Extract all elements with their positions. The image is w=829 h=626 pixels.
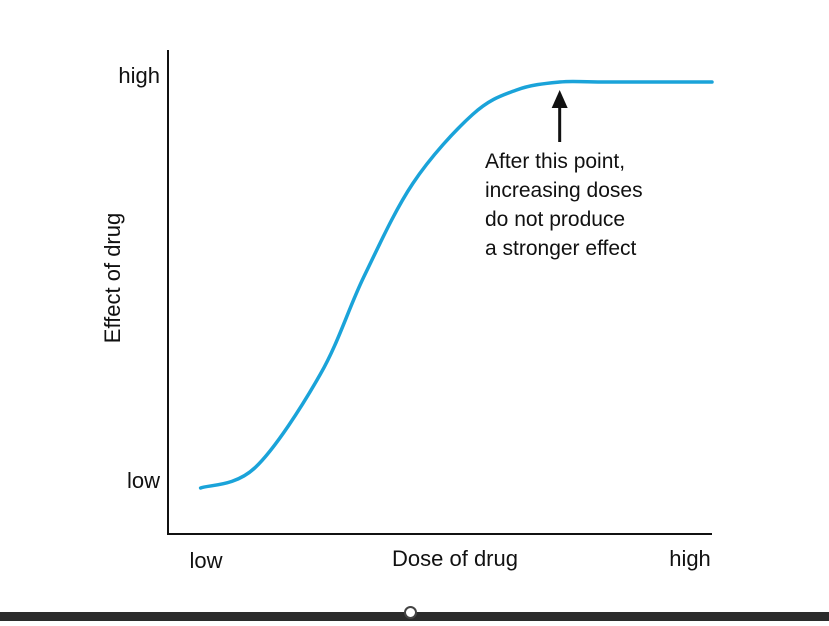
annotation-arrow-head (551, 90, 568, 108)
x-axis-label: Dose of drug (392, 546, 518, 571)
y-axis-label: Effect of drug (100, 213, 125, 343)
annotation-line-1: After this point, (485, 150, 625, 173)
y-tick-label-low: low (127, 468, 160, 493)
annotation-line-2: increasing doses (485, 179, 643, 202)
annotation-line-3: do not produce (485, 208, 625, 231)
x-tick-label-low: low (189, 548, 222, 573)
y-tick-label-high: high (118, 63, 160, 88)
progress-scrub-handle[interactable] (404, 606, 417, 619)
annotation-line-4: a stronger effect (485, 237, 637, 260)
x-tick-label-high: high (669, 546, 711, 571)
dose-response-curve (198, 79, 714, 490)
